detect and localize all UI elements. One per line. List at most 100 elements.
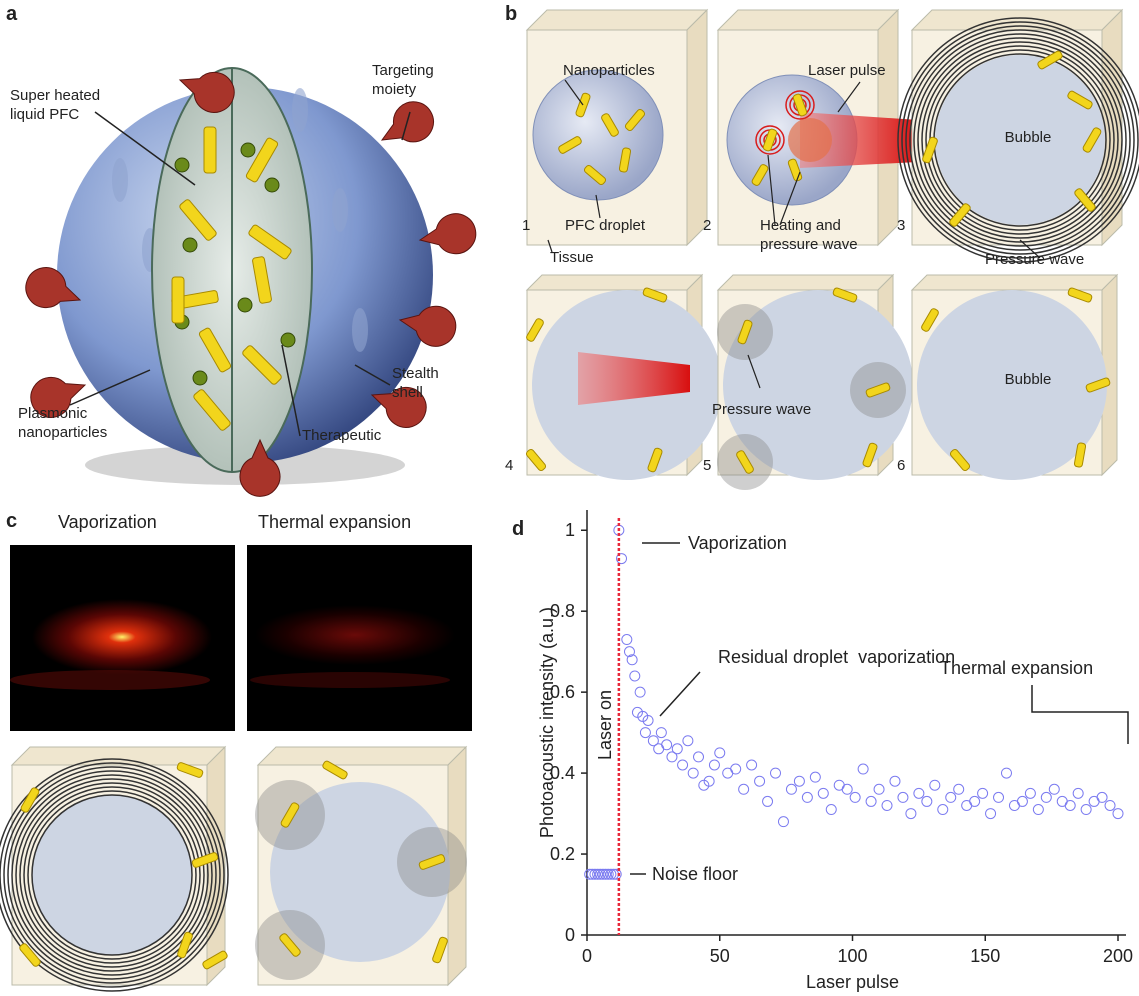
- scatter-point: [1017, 796, 1027, 806]
- label: Pressure wave: [712, 401, 811, 418]
- scatter-point: [1073, 788, 1083, 798]
- label: Pressure wave: [985, 251, 1084, 268]
- therapeutic-drug: [241, 143, 255, 157]
- scatter-point: [656, 728, 666, 738]
- scatter-point: [858, 764, 868, 774]
- ghost-rod: [292, 88, 308, 132]
- step-number: 5: [703, 457, 711, 474]
- scatter-point: [1081, 805, 1091, 815]
- panel-letter: b: [505, 3, 517, 25]
- scatter-point: [922, 796, 932, 806]
- scatter-point: [906, 809, 916, 819]
- box-top: [258, 747, 466, 765]
- therapeutic-drug: [265, 178, 279, 192]
- step-number: 4: [505, 457, 513, 474]
- scatter-point: [630, 671, 640, 681]
- heat-band: [250, 672, 450, 688]
- annotation: Vaporization: [688, 533, 787, 553]
- label: Stealthshell: [392, 365, 439, 401]
- ghost-rod: [332, 188, 348, 232]
- x-tick-label: 150: [970, 946, 1000, 966]
- label: Tissue: [550, 249, 594, 266]
- annotation: Noise floor: [652, 864, 738, 884]
- scatter-point: [709, 760, 719, 770]
- panel-letter: c: [6, 510, 17, 532]
- figure: a Super heatedliquid PFC Targetingmoiety…: [0, 0, 1139, 996]
- heat-glow: [32, 599, 212, 675]
- y-tick-label: 0: [565, 925, 575, 945]
- scatter-point: [786, 784, 796, 794]
- label: Plasmonicnanoparticles: [18, 405, 107, 441]
- label: PFC droplet: [565, 217, 646, 234]
- scatter-point: [874, 784, 884, 794]
- scatter-point: [1009, 800, 1019, 810]
- scatter-point: [778, 817, 788, 827]
- x-tick-label: 100: [837, 946, 867, 966]
- panel-letter: a: [6, 3, 18, 25]
- therapeutic-drug: [238, 298, 252, 312]
- box-top: [912, 10, 1122, 30]
- therapeutic-drug: [183, 238, 197, 252]
- y-axis-title: Photoacoustic intensity (a.u.): [537, 607, 557, 838]
- scatter-point: [763, 796, 773, 806]
- scatter-point: [898, 792, 908, 802]
- scatter-point: [635, 687, 645, 697]
- scatter-point: [826, 805, 836, 815]
- box-top: [718, 275, 893, 290]
- scatter-point: [1025, 788, 1035, 798]
- x-tick-label: 0: [582, 946, 592, 966]
- label: Therapeutic: [302, 427, 382, 444]
- scatter-point: [683, 736, 693, 746]
- bubble: [32, 795, 192, 955]
- scatter-point: [1041, 792, 1051, 802]
- scatter-point: [850, 792, 860, 802]
- scatter-point: [938, 805, 948, 815]
- scatter-point: [866, 796, 876, 806]
- scatter-point: [986, 809, 996, 819]
- scatter-point: [794, 776, 804, 786]
- annotation: Residual droplet vaporization: [718, 647, 955, 667]
- scatter-point: [962, 800, 972, 810]
- scatter-point: [739, 784, 749, 794]
- panel-letter: d: [512, 518, 524, 540]
- scatter-point: [954, 784, 964, 794]
- scatter-point: [1105, 800, 1115, 810]
- scatter-point: [747, 760, 757, 770]
- label: Laser pulse: [808, 62, 886, 79]
- scatter-point: [1049, 784, 1059, 794]
- heat-band: [10, 670, 210, 690]
- rod: [172, 277, 184, 323]
- therapeutic-drug: [281, 333, 295, 347]
- label: Nanoparticles: [563, 62, 655, 79]
- scatter-point: [818, 788, 828, 798]
- scatter-point: [688, 768, 698, 778]
- box-top: [527, 10, 707, 30]
- box-top: [527, 275, 702, 290]
- annotation-leader: [660, 672, 700, 716]
- scatter-point: [946, 792, 956, 802]
- scatter-point: [1057, 796, 1067, 806]
- scatter-point: [662, 740, 672, 750]
- scatter-point: [914, 788, 924, 798]
- scatter-point: [723, 768, 733, 778]
- y-tick-label: 1: [565, 520, 575, 540]
- scatter-point: [622, 635, 632, 645]
- step-number: 1: [522, 217, 530, 234]
- scatter-point: [890, 776, 900, 786]
- scatter-point: [731, 764, 741, 774]
- label: Targetingmoiety: [372, 62, 434, 98]
- scatter-point: [970, 796, 980, 806]
- scatter-point: [672, 744, 682, 754]
- box-top: [12, 747, 225, 765]
- box-top: [718, 10, 898, 30]
- rod: [204, 127, 216, 173]
- scatter-point: [1089, 796, 1099, 806]
- scatter-point: [654, 744, 664, 754]
- scatter-point: [1065, 800, 1075, 810]
- annotation-leader: [1032, 685, 1128, 744]
- step-number: 2: [703, 217, 711, 234]
- scatter-point: [978, 788, 988, 798]
- heatmap-title: Vaporization: [58, 512, 157, 532]
